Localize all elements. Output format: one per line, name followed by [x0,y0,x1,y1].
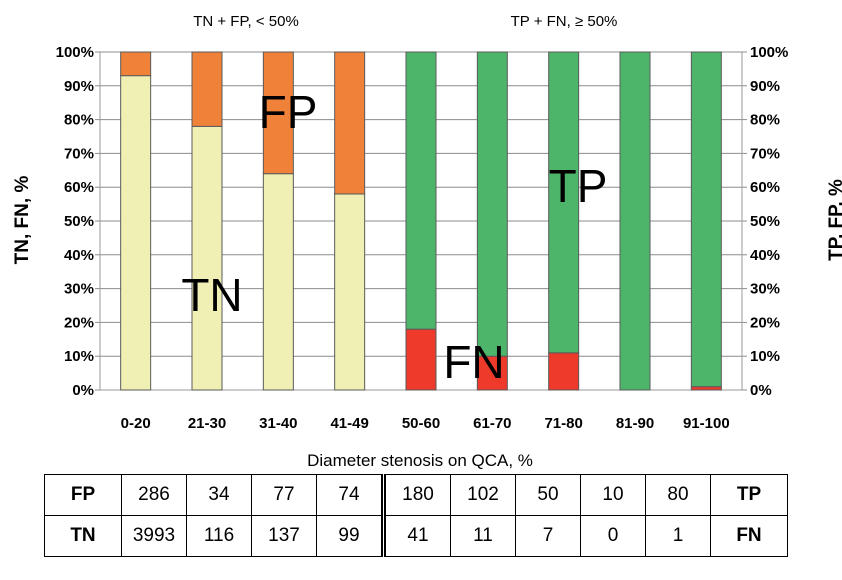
row-label-right: FN [710,515,788,557]
x-tick-label: 50-60 [402,415,440,432]
bar-segment-fp [262,51,294,175]
y-tick-label-right: 70% [750,145,780,162]
bar-segment-tp [548,51,580,354]
table-row-fp-tp: FP 286 34 77 74 180 102 50 10 80 TP [44,474,788,516]
y-tick-label-right: 30% [750,281,780,298]
table-cell: 3993 [121,515,187,557]
y-tick-label-left: 0% [72,382,94,399]
table-cell: 10 [580,474,646,516]
x-tick-label: 21-30 [188,415,226,432]
table-row-tn-fn: TN 3993 116 137 99 41 11 7 0 1 FN [44,515,788,557]
y-tick-label-left: 90% [64,78,94,95]
table-cell: 80 [645,474,711,516]
table-cell: 7 [515,515,581,557]
bar-segment-tp [476,51,508,357]
y-tick-label-left: 60% [64,179,94,196]
x-tick-label: 61-70 [473,415,511,432]
annotation-fn: FN [443,336,504,388]
y-tick-label-left: 80% [64,112,94,129]
counts-table: FP 286 34 77 74 180 102 50 10 80 TP TN 3… [44,474,788,557]
bar-segment-tn [334,193,366,391]
bar-segment-fn [405,328,437,391]
bar-segment-fp [334,51,366,195]
y-axis-title-left: TN, FN, % [12,176,33,265]
y-tick-label-left: 10% [64,348,94,365]
bars [120,51,722,391]
bar-segment-tp [619,51,651,391]
group-label-left: TN + FP, < 50% [193,13,299,30]
x-tick-label: 41-49 [330,415,368,432]
bar-segment-fn [548,352,580,391]
table-cell: 180 [381,474,451,516]
bar-segment-tp [690,51,722,388]
table-cell: 1 [645,515,711,557]
table-cell: 50 [515,474,581,516]
table-cell: 41 [381,515,451,557]
x-tick-label: 91-100 [683,415,730,432]
row-label-left: TN [44,515,122,557]
annotation-fp: FP [259,86,318,138]
bar-segment-fp [191,51,223,127]
bar-segment-tn [120,75,152,391]
y-tick-label-left: 30% [64,281,94,298]
group-label-right: TP + FN, ≥ 50% [511,13,618,30]
stacked-bar-chart: 0% 10% 20% 30% 40% 50% 60% 70% 80% 90% 100% 0% 10% 2… [12,13,842,470]
table-cell: 116 [186,515,252,557]
table-cell: 99 [316,515,384,557]
table-cell: 74 [316,474,384,516]
bar-segment-tp [405,51,437,330]
bar-segment-fp [120,51,152,77]
y-tick-label-right: 80% [750,112,780,129]
table-cell: 34 [186,474,252,516]
y-tick-label-right: 50% [750,213,780,230]
y-tick-label-right: 0% [750,382,772,399]
x-tick-label: 0-20 [121,415,151,432]
row-label-left: FP [44,474,122,516]
table-cell: 286 [121,474,187,516]
x-tick-labels: 0-20 21-30 31-40 41-49 50-60 61-70 71-80 81-90 9… [121,415,730,432]
bar-segment-tn [191,125,223,391]
table-cell: 102 [450,474,516,516]
row-label-right: TP [710,474,788,516]
bar-segment-fn [476,355,508,391]
bar-segment-fn [690,386,722,391]
table-cell: 77 [251,474,317,516]
y-tick-label-left: 50% [64,213,94,230]
y-tick-label-right: 60% [750,179,780,196]
y-tick-label-right: 90% [750,78,780,95]
y-tick-label-right: 100% [750,44,788,61]
y-tick-label-right: 40% [750,247,780,264]
y-axis-title-right: TP, FP, % [826,179,842,261]
table-cell: 11 [450,515,516,557]
table-cell: 0 [580,515,646,557]
x-tick-label: 31-40 [259,415,297,432]
y-tick-label-right: 20% [750,314,780,331]
y-tick-label-left: 70% [64,145,94,162]
x-tick-label: 71-80 [544,415,582,432]
annotation-tp: TP [549,160,608,212]
x-tick-label: 81-90 [616,415,654,432]
y-ticks-left: 0% 10% 20% 30% 40% 50% 60% 70% 80% 90% 100% [56,44,94,399]
annotation-tn: TN [181,269,242,321]
bar-segment-tn [262,173,294,391]
y-ticks-right: 0% 10% 20% 30% 40% 50% 60% 70% 80% 90% 100% [750,44,788,399]
y-tick-label-left: 100% [56,44,94,61]
y-tick-label-right: 10% [750,348,780,365]
table-cell: 137 [251,515,317,557]
x-axis-title: Diameter stenosis on QCA, % [307,451,533,470]
y-tick-label-left: 20% [64,314,94,331]
y-tick-label-left: 40% [64,247,94,264]
